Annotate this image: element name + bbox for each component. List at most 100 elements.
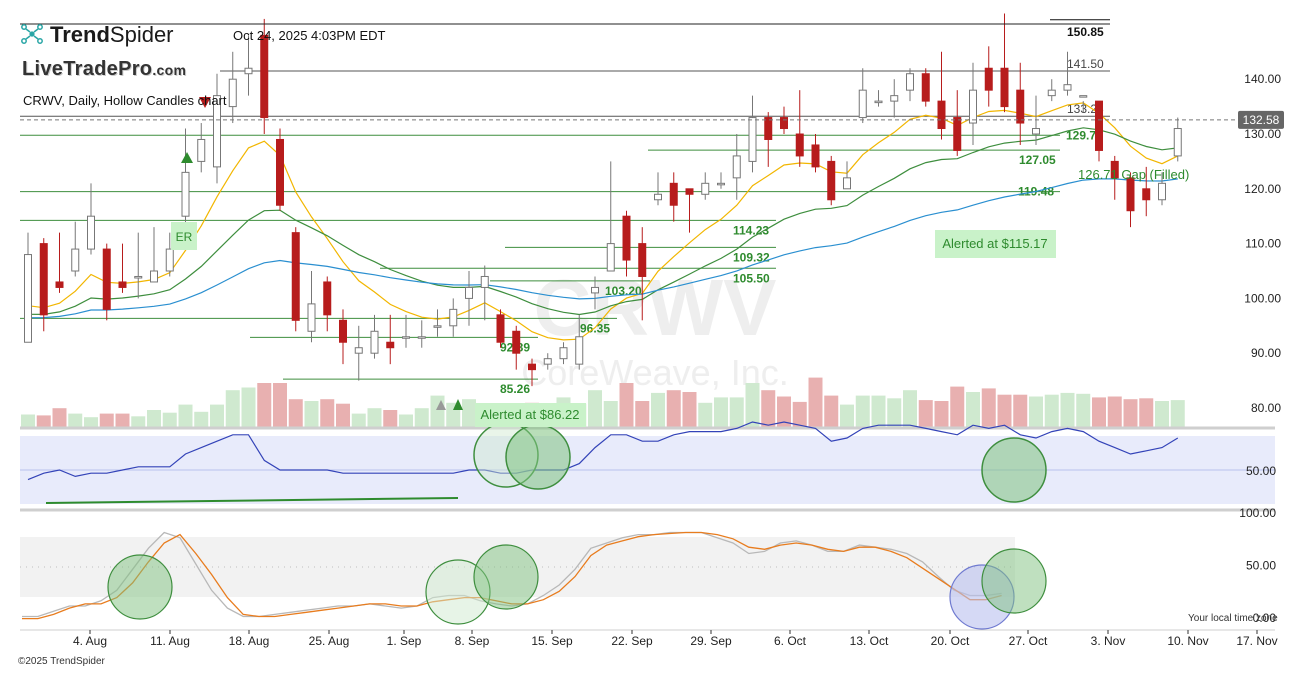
candle-body	[606, 243, 615, 272]
candle-body	[1126, 177, 1135, 212]
candle-body	[685, 188, 694, 195]
candle-body	[1158, 182, 1166, 201]
x-tick-label: 18. Aug	[229, 634, 270, 648]
candle-body	[559, 347, 568, 360]
x-tick-label: 13. Oct	[850, 634, 889, 648]
buy-arrow-icon	[453, 399, 463, 410]
volume-bar	[887, 398, 902, 428]
timezone-label[interactable]: Your local time zone	[1188, 613, 1278, 624]
ma-line-21	[27, 127, 1178, 316]
x-tick-label: 22. Sep	[611, 634, 653, 648]
candle-body	[1016, 89, 1025, 124]
candle-body	[1063, 84, 1072, 91]
volume-bar	[997, 394, 1012, 428]
candle-body	[795, 133, 804, 157]
candle-body	[764, 117, 773, 140]
candle-body	[984, 67, 993, 91]
volume-bar	[745, 383, 760, 428]
volume-bar	[934, 401, 949, 428]
candle-body	[118, 281, 127, 288]
stoch-tick-label: 50.00	[1246, 559, 1276, 573]
candle-body	[260, 34, 269, 119]
rsi-signal-circle	[505, 424, 571, 490]
candle-body	[1173, 128, 1182, 157]
volume-bar	[871, 395, 886, 428]
copyright: ©2025 TrendSpider	[18, 656, 105, 667]
price-tick-label: 90.00	[1251, 346, 1281, 360]
candle-body	[370, 330, 379, 354]
volume-bar	[351, 413, 366, 428]
volume-bar	[367, 408, 382, 428]
volume-bar	[1013, 394, 1028, 428]
last-price-label: 132.58	[1243, 113, 1280, 127]
rsi-signal-circle	[981, 437, 1047, 503]
volume-bar	[1060, 392, 1075, 428]
level-label: 114.23	[733, 223, 769, 237]
gap-label: 126.71 Gap (Filled)	[1078, 167, 1189, 182]
alert-label-1: Alerted at $115.17	[942, 236, 1047, 251]
candle-body	[71, 248, 80, 272]
volume-bar	[635, 401, 650, 428]
volume-bar	[1092, 397, 1106, 428]
moving-averages	[27, 102, 1179, 341]
candle-body	[87, 215, 95, 250]
volume-bar	[225, 390, 240, 428]
level-label: 96.35	[580, 321, 610, 335]
alert-box-2	[475, 403, 586, 427]
x-tick-label: 27. Oct	[1009, 634, 1048, 648]
earnings-label: ER	[176, 230, 193, 244]
level-label: 129.77	[1066, 128, 1103, 142]
candle-body	[465, 286, 473, 299]
candle-body	[953, 117, 962, 151]
candle-body	[591, 286, 599, 294]
volume-bar	[619, 383, 634, 428]
volume-bar	[981, 388, 996, 428]
volume-bar	[36, 415, 51, 428]
rsi-panel: 50.00	[20, 421, 1276, 504]
volume-bar	[729, 397, 744, 428]
volume-bar	[430, 395, 445, 428]
stoch-tick-label: 0.00	[1253, 611, 1277, 625]
candle-body	[921, 73, 930, 102]
watermark-site: LiveTradePro.com	[22, 58, 186, 81]
volume-bar	[1170, 400, 1185, 428]
x-tick-label: 11. Aug	[150, 634, 190, 648]
volume-bar	[84, 417, 98, 428]
candle-body	[181, 171, 190, 217]
volume-bar	[131, 416, 146, 428]
candle-body	[402, 336, 410, 339]
earnings-arrow-icon	[181, 152, 193, 163]
candle-body	[669, 182, 678, 206]
volume-bar	[1044, 394, 1059, 428]
candle-body	[134, 275, 143, 279]
x-tick-label: 17. Nov	[1236, 634, 1277, 648]
candle-body	[1000, 67, 1009, 108]
x-tick-label: 15. Sep	[531, 634, 573, 648]
volume-bar	[99, 413, 114, 428]
candle-body	[858, 89, 867, 119]
volume-bar	[194, 411, 209, 428]
candle-body	[354, 347, 363, 354]
candle-body	[1142, 188, 1151, 201]
rsi-line	[27, 421, 1179, 481]
level-label: 109.32	[733, 250, 770, 264]
ma-line-50	[27, 178, 1178, 319]
candle-body	[213, 95, 221, 168]
watermark-site-name: LiveTradePro	[22, 58, 153, 80]
volume-bar	[115, 413, 130, 428]
candle-body	[1032, 128, 1040, 135]
candle-body	[1110, 160, 1119, 179]
candle-body	[150, 270, 158, 283]
candle-body	[449, 308, 458, 327]
volume-bar	[588, 390, 602, 428]
volume-bar	[162, 412, 177, 428]
candle-body	[1047, 89, 1056, 97]
price-tick-label: 80.00	[1251, 401, 1281, 415]
volume-bar	[824, 395, 839, 428]
candle-body	[748, 117, 757, 162]
volume-bar	[257, 383, 272, 428]
candle-body	[512, 330, 521, 354]
candle-body	[496, 314, 505, 343]
rsi-tick-label: 50.00	[1246, 464, 1276, 478]
